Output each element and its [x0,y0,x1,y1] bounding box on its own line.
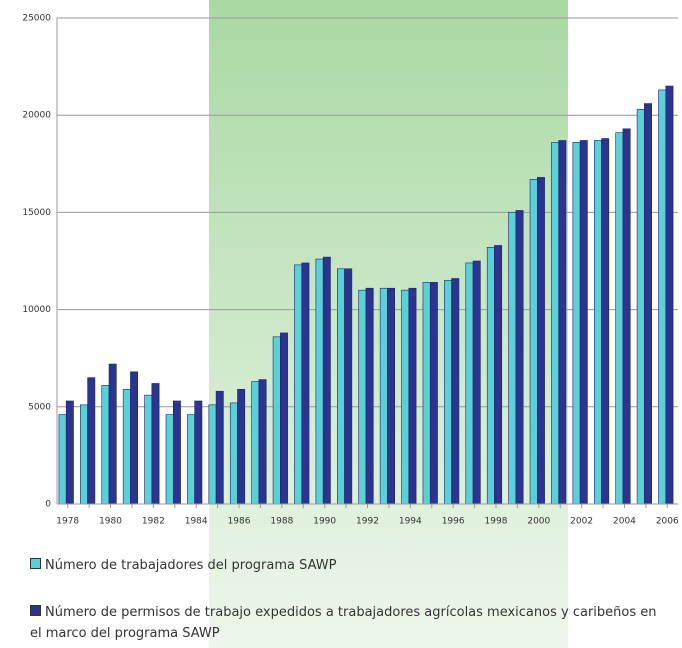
bar [58,414,67,505]
bar [508,212,517,505]
legend-item: Número de trabajadores del programa SAWP [30,555,670,576]
bar [579,140,588,505]
y-tick-label: 25000 [22,14,51,24]
bar [194,400,203,505]
bar [379,287,388,505]
x-tick-label: 1984 [185,517,208,527]
x-tick-label: 2004 [613,517,636,527]
x-tick-label: 1990 [313,517,336,527]
bar [401,289,410,505]
legend-item: Número de permisos de trabajo expedidos … [30,602,670,644]
x-tick-label: 1998 [485,517,508,527]
bar [258,379,267,505]
bar [665,85,674,505]
bar [387,287,395,505]
bar [301,262,310,505]
bar [208,404,217,505]
bar [593,140,602,505]
x-tick-label: 2006 [656,517,679,527]
bar [151,383,160,505]
legend-label: Número de trabajadores del programa SAWP [45,558,337,573]
bar [272,336,281,505]
x-tick-label: 1996 [442,517,465,527]
y-tick-label: 15000 [22,208,51,218]
bar [130,371,139,505]
legend-swatch [30,605,41,616]
bar [422,282,431,505]
bar [658,89,667,505]
bar [494,245,503,505]
bar [537,177,545,505]
bar [358,289,367,505]
bar [451,278,460,505]
bar [465,262,474,505]
bar [429,282,438,505]
bar [365,287,374,505]
bar [187,414,195,505]
bar [622,128,631,505]
bar [486,247,495,505]
x-tick-label: 1986 [228,517,251,527]
bar [122,389,131,505]
bar [294,264,303,505]
bar [101,385,110,505]
y-tick-label: 10000 [22,305,51,315]
bar [615,132,624,505]
bar [558,140,567,505]
bar [165,414,174,505]
x-tick-label: 1988 [270,517,293,527]
bar [551,142,560,505]
bar [108,363,117,505]
bar [572,142,581,505]
bar [87,377,96,505]
bar [644,103,652,505]
x-tick-label: 1982 [142,517,165,527]
bar [636,109,645,505]
bar [601,138,610,505]
y-tick-label: 20000 [22,111,51,121]
x-tick-label: 2000 [527,517,550,527]
y-tick-label: 5000 [28,402,51,412]
legend-swatch [30,558,41,569]
legend-label: Número de permisos de trabajo expedidos … [30,605,657,641]
bar [472,260,481,505]
bar [529,179,538,505]
bar [337,268,345,505]
x-tick-label: 1992 [356,517,379,527]
bar [65,400,74,505]
bar [315,258,324,505]
bar [215,390,224,505]
bar [237,389,246,505]
y-tick-label: 0 [45,500,51,510]
x-tick-label: 1994 [399,517,422,527]
bar [251,381,260,505]
bar [280,332,288,505]
x-tick-label: 1978 [56,517,79,527]
bar [515,210,524,505]
bar [444,280,452,505]
bar [80,404,88,505]
bar [144,394,153,505]
bar [172,400,181,505]
bar [229,402,238,505]
bar [408,287,417,505]
bar [322,256,331,505]
bar [344,268,353,505]
x-tick-label: 2002 [570,517,593,527]
x-tick-label: 1980 [99,517,122,527]
